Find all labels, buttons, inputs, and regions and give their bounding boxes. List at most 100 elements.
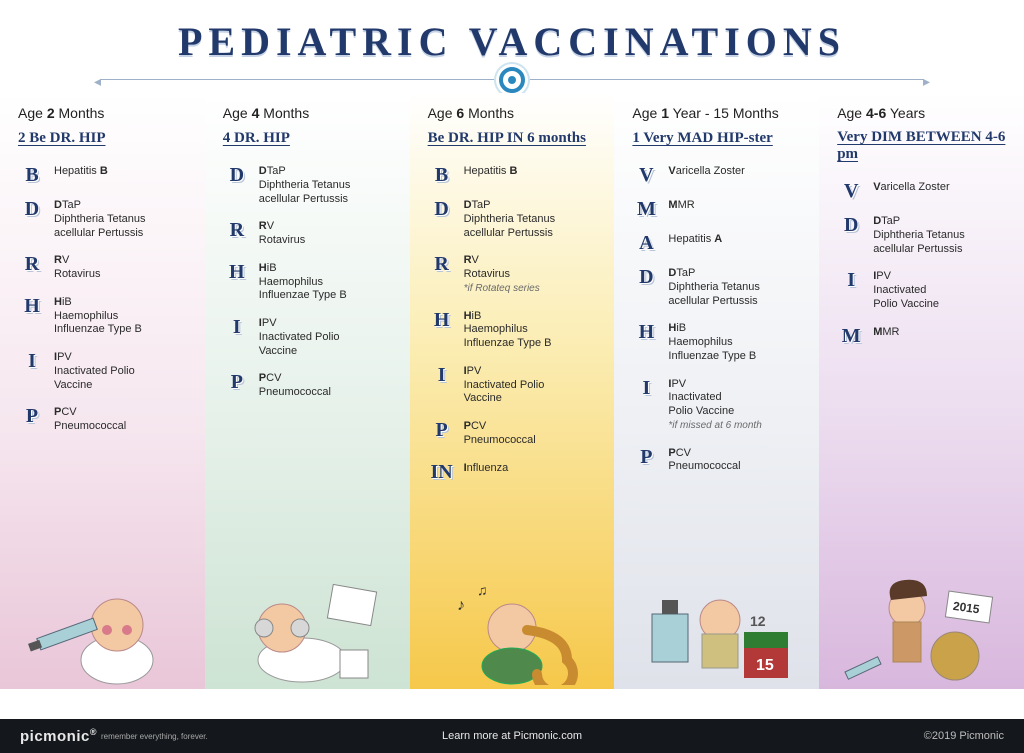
brand-tagline: remember everything, forever. <box>101 732 208 741</box>
illustration-girl-scales-2015: 2015 <box>819 565 1024 685</box>
vaccine-description: PCVPneumococcal <box>668 447 740 475</box>
age-label: Age 4-6 Years <box>837 105 1010 121</box>
mnemonic-letter: B <box>18 165 46 185</box>
mnemonic-letter: V <box>837 181 865 201</box>
girl-scales-2015-icon: 2015 <box>837 570 1007 685</box>
mnemonic-letter: D <box>223 165 251 185</box>
vaccine-item: B Hepatitis B <box>428 165 601 185</box>
page-title: PEDIATRIC VACCINATIONS <box>0 18 1024 65</box>
mnemonic-letter: D <box>18 199 46 219</box>
vaccine-item: RRVRotavirus <box>18 254 191 282</box>
mnemonic-letter: H <box>18 296 46 316</box>
vaccine-item: A Hepatitis A <box>632 233 805 253</box>
vaccine-list: BHepatitis BDDTaPDiphtheria Tetanusacell… <box>428 165 601 482</box>
vaccine-description: HiBHaemophilusInfluenzae Type B <box>668 322 756 363</box>
vaccine-item: IIPVInactivatedPolio Vaccine*if missed a… <box>632 378 805 433</box>
vaccine-description: Hepatitis A <box>668 233 722 247</box>
svg-text:12: 12 <box>750 613 766 629</box>
mnemonic-letter: D <box>428 199 456 219</box>
vaccine-description: IPVInactivatedPolio Vaccine <box>873 270 939 311</box>
copyright-text: ©2019 Picmonic <box>924 730 1004 742</box>
vaccine-list: BHepatitis B D DTaPDiphtheria Tetanusacell… <box>18 165 191 434</box>
mnemonic-letter: D <box>632 267 660 287</box>
vaccine-item: P PCVPneumococcal <box>18 406 191 434</box>
vaccine-description: DTaPDiphtheria Tetanusacellular Pertussi… <box>259 165 351 206</box>
mnemonic-letter: IN <box>428 462 456 482</box>
mnemonic-letter: B <box>428 165 456 185</box>
vaccine-item: V Varicella Zoster <box>632 165 805 185</box>
column-col5: Age 4-6 Years Very DIM BETWEEN 4-6 pm V Var… <box>819 93 1024 689</box>
mnemonic-letter: R <box>18 254 46 274</box>
vaccine-description: DTaPDiphtheria Tetanusacellular Pertussi… <box>873 215 965 256</box>
vaccine-item: HHiBHaemophilusInfluenzae Type B <box>18 296 191 337</box>
mnemonic-letter: I <box>837 270 865 290</box>
mnemonic-letter: R <box>428 254 456 274</box>
vaccine-description: Hepatitis B <box>464 165 518 179</box>
illustration-baby-with-syringe <box>0 565 205 685</box>
mnemonic-letter: P <box>632 447 660 467</box>
vaccine-description: HiBHaemophilusInfluenzae Type B <box>259 262 347 303</box>
brand-logo: picmonic® <box>20 727 97 745</box>
vaccine-description: Influenza <box>464 462 509 476</box>
mnemonic-letter: H <box>428 310 456 330</box>
vaccine-item: IN Influenza <box>428 462 601 482</box>
vaccine-description: IPVInactivated PolioVaccine <box>464 365 545 406</box>
mnemonic-letter: H <box>223 262 251 282</box>
vaccine-item: H HiBHaemophilusInfluenzae Type B <box>632 322 805 363</box>
age-label: Age 1 Year - 15 Months <box>632 105 805 121</box>
age-label: Age 4 Months <box>223 105 396 121</box>
vaccine-description: Varicella Zoster <box>873 181 949 195</box>
vaccine-item: D DTaPDiphtheria Tetanusacellular Pertuss… <box>837 215 1010 256</box>
mnemonic-letter: M <box>632 199 660 219</box>
arrow-right-icon: ▸ <box>923 73 930 90</box>
mnemonic-letter: H <box>632 322 660 342</box>
vaccine-item: MMMR <box>837 326 1010 346</box>
vaccine-item: PPCVPneumococcal <box>223 372 396 400</box>
baby-saxophone-icon: ♪♫ <box>427 570 597 685</box>
vaccine-item: RRVRotavirus <box>223 220 396 248</box>
vaccine-description: DTaPDiphtheria Tetanusacellular Pertussi… <box>54 199 146 240</box>
mnemonic-letter: R <box>223 220 251 240</box>
vaccine-description: PCVPneumococcal <box>54 406 126 434</box>
vaccine-item: H HiBHaemophilusInfluenzae Type B <box>223 262 396 303</box>
toddler-syringe-blocks-icon: 1215 <box>632 570 802 685</box>
vaccine-description: MMR <box>668 199 694 213</box>
svg-text:♪: ♪ <box>457 597 465 614</box>
columns: Age 2 Months2 Be DR. HIPBHepatitis BDDTa… <box>0 93 1024 689</box>
mnemonic-letter: P <box>18 406 46 426</box>
vaccine-item: IIPVInactivated PolioVaccine <box>223 317 396 358</box>
mnemonic-letter: V <box>632 165 660 185</box>
vaccine-item: M MMR <box>632 199 805 219</box>
mnemonic-letter: P <box>223 372 251 392</box>
vaccine-item: H HiBHaemophilusInfluenzae Type B <box>428 310 601 351</box>
learn-more-text: Learn more at Picmonic.com <box>442 730 582 742</box>
arrow-left-icon: ◂ <box>94 73 101 90</box>
vaccine-description: IPVInactivated PolioVaccine <box>259 317 340 358</box>
age-label: Age 6 Months <box>428 105 601 121</box>
column-col3: Age 6 MonthsBe DR. HIP IN 6 monthsBHepat… <box>410 93 615 689</box>
illustration-baby-saxophone: ♪♫ <box>410 565 615 685</box>
vaccine-description: HiBHaemophilusInfluenzae Type B <box>464 310 552 351</box>
vaccine-item: D DTaPDiphtheria Tetanusacellular Pertuss… <box>223 165 396 206</box>
vaccine-item: IIPVInactivated PolioVaccine <box>428 365 601 406</box>
mnemonic-letter: P <box>428 420 456 440</box>
mnemonic-label: Very DIM BETWEEN 4-6 pm <box>837 129 1010 163</box>
vaccine-item: V Varicella Zoster <box>837 181 1010 201</box>
vaccine-list: V Varicella Zoster M MMR A Hepatitis A D DTaPDi… <box>632 165 805 474</box>
vaccine-item: I IPVInactivatedPolio Vaccine <box>837 270 1010 311</box>
vaccine-description: DTaPDiphtheria Tetanusacellular Pertussi… <box>668 267 760 308</box>
column-col2: Age 4 Months4 DR. HIPDDTaPDiphtheria Tet… <box>205 93 410 689</box>
vaccine-item: BHepatitis B <box>18 165 191 185</box>
mnemonic-letter: A <box>632 233 660 253</box>
svg-text:♫: ♫ <box>477 584 488 599</box>
illustration-toddler-syringe-blocks: 1215 <box>614 565 819 685</box>
mnemonic-letter: I <box>18 351 46 371</box>
column-col4: Age 1 Year - 15 Months 1 Very MAD HIP-ste… <box>614 93 819 689</box>
mnemonic-label: 1 Very MAD HIP-ster <box>632 130 772 147</box>
divider: ◂ ▸ <box>0 67 1024 93</box>
column-col1: Age 2 Months2 Be DR. HIPBHepatitis BDDTa… <box>0 93 205 689</box>
vaccine-description: IPVInactivated PolioVaccine <box>54 351 135 392</box>
vaccine-description: Varicella Zoster <box>668 165 744 179</box>
mnemonic-letter: D <box>837 215 865 235</box>
vaccine-item: RRVRotavirus*if Rotateq series <box>428 254 601 295</box>
